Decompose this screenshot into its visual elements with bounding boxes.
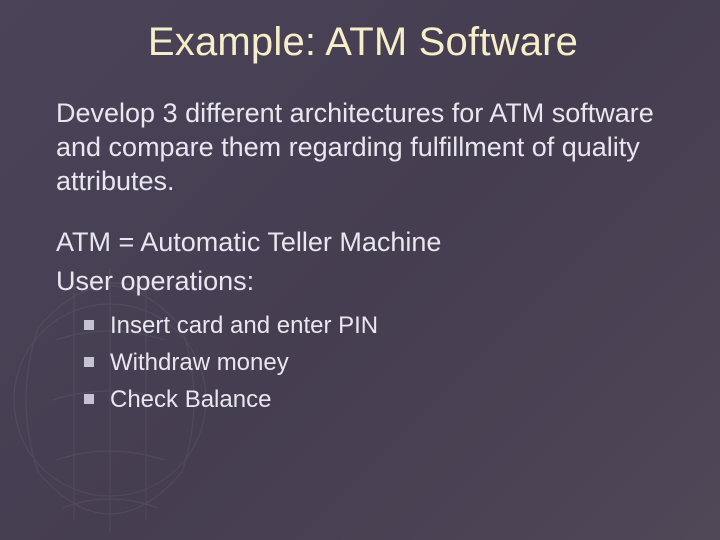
bullet-text: Check Balance	[110, 386, 271, 413]
bullet-list: Insert card and enter PIN Withdraw money…	[56, 309, 670, 417]
intro-paragraph: Develop 3 different architectures for AT…	[56, 97, 670, 198]
bullet-text: Withdraw money	[110, 349, 289, 376]
bullet-text: Insert card and enter PIN	[110, 312, 378, 339]
operations-heading: User operations:	[56, 263, 670, 299]
definition-line: ATM = Automatic Teller Machine	[56, 224, 670, 260]
slide-container: Example: ATM Software Develop 3 differen…	[0, 0, 720, 540]
slide-title: Example: ATM Software	[56, 20, 670, 65]
list-item: Withdraw money	[84, 346, 670, 381]
list-item: Check Balance	[84, 383, 670, 418]
list-item: Insert card and enter PIN	[84, 309, 670, 344]
